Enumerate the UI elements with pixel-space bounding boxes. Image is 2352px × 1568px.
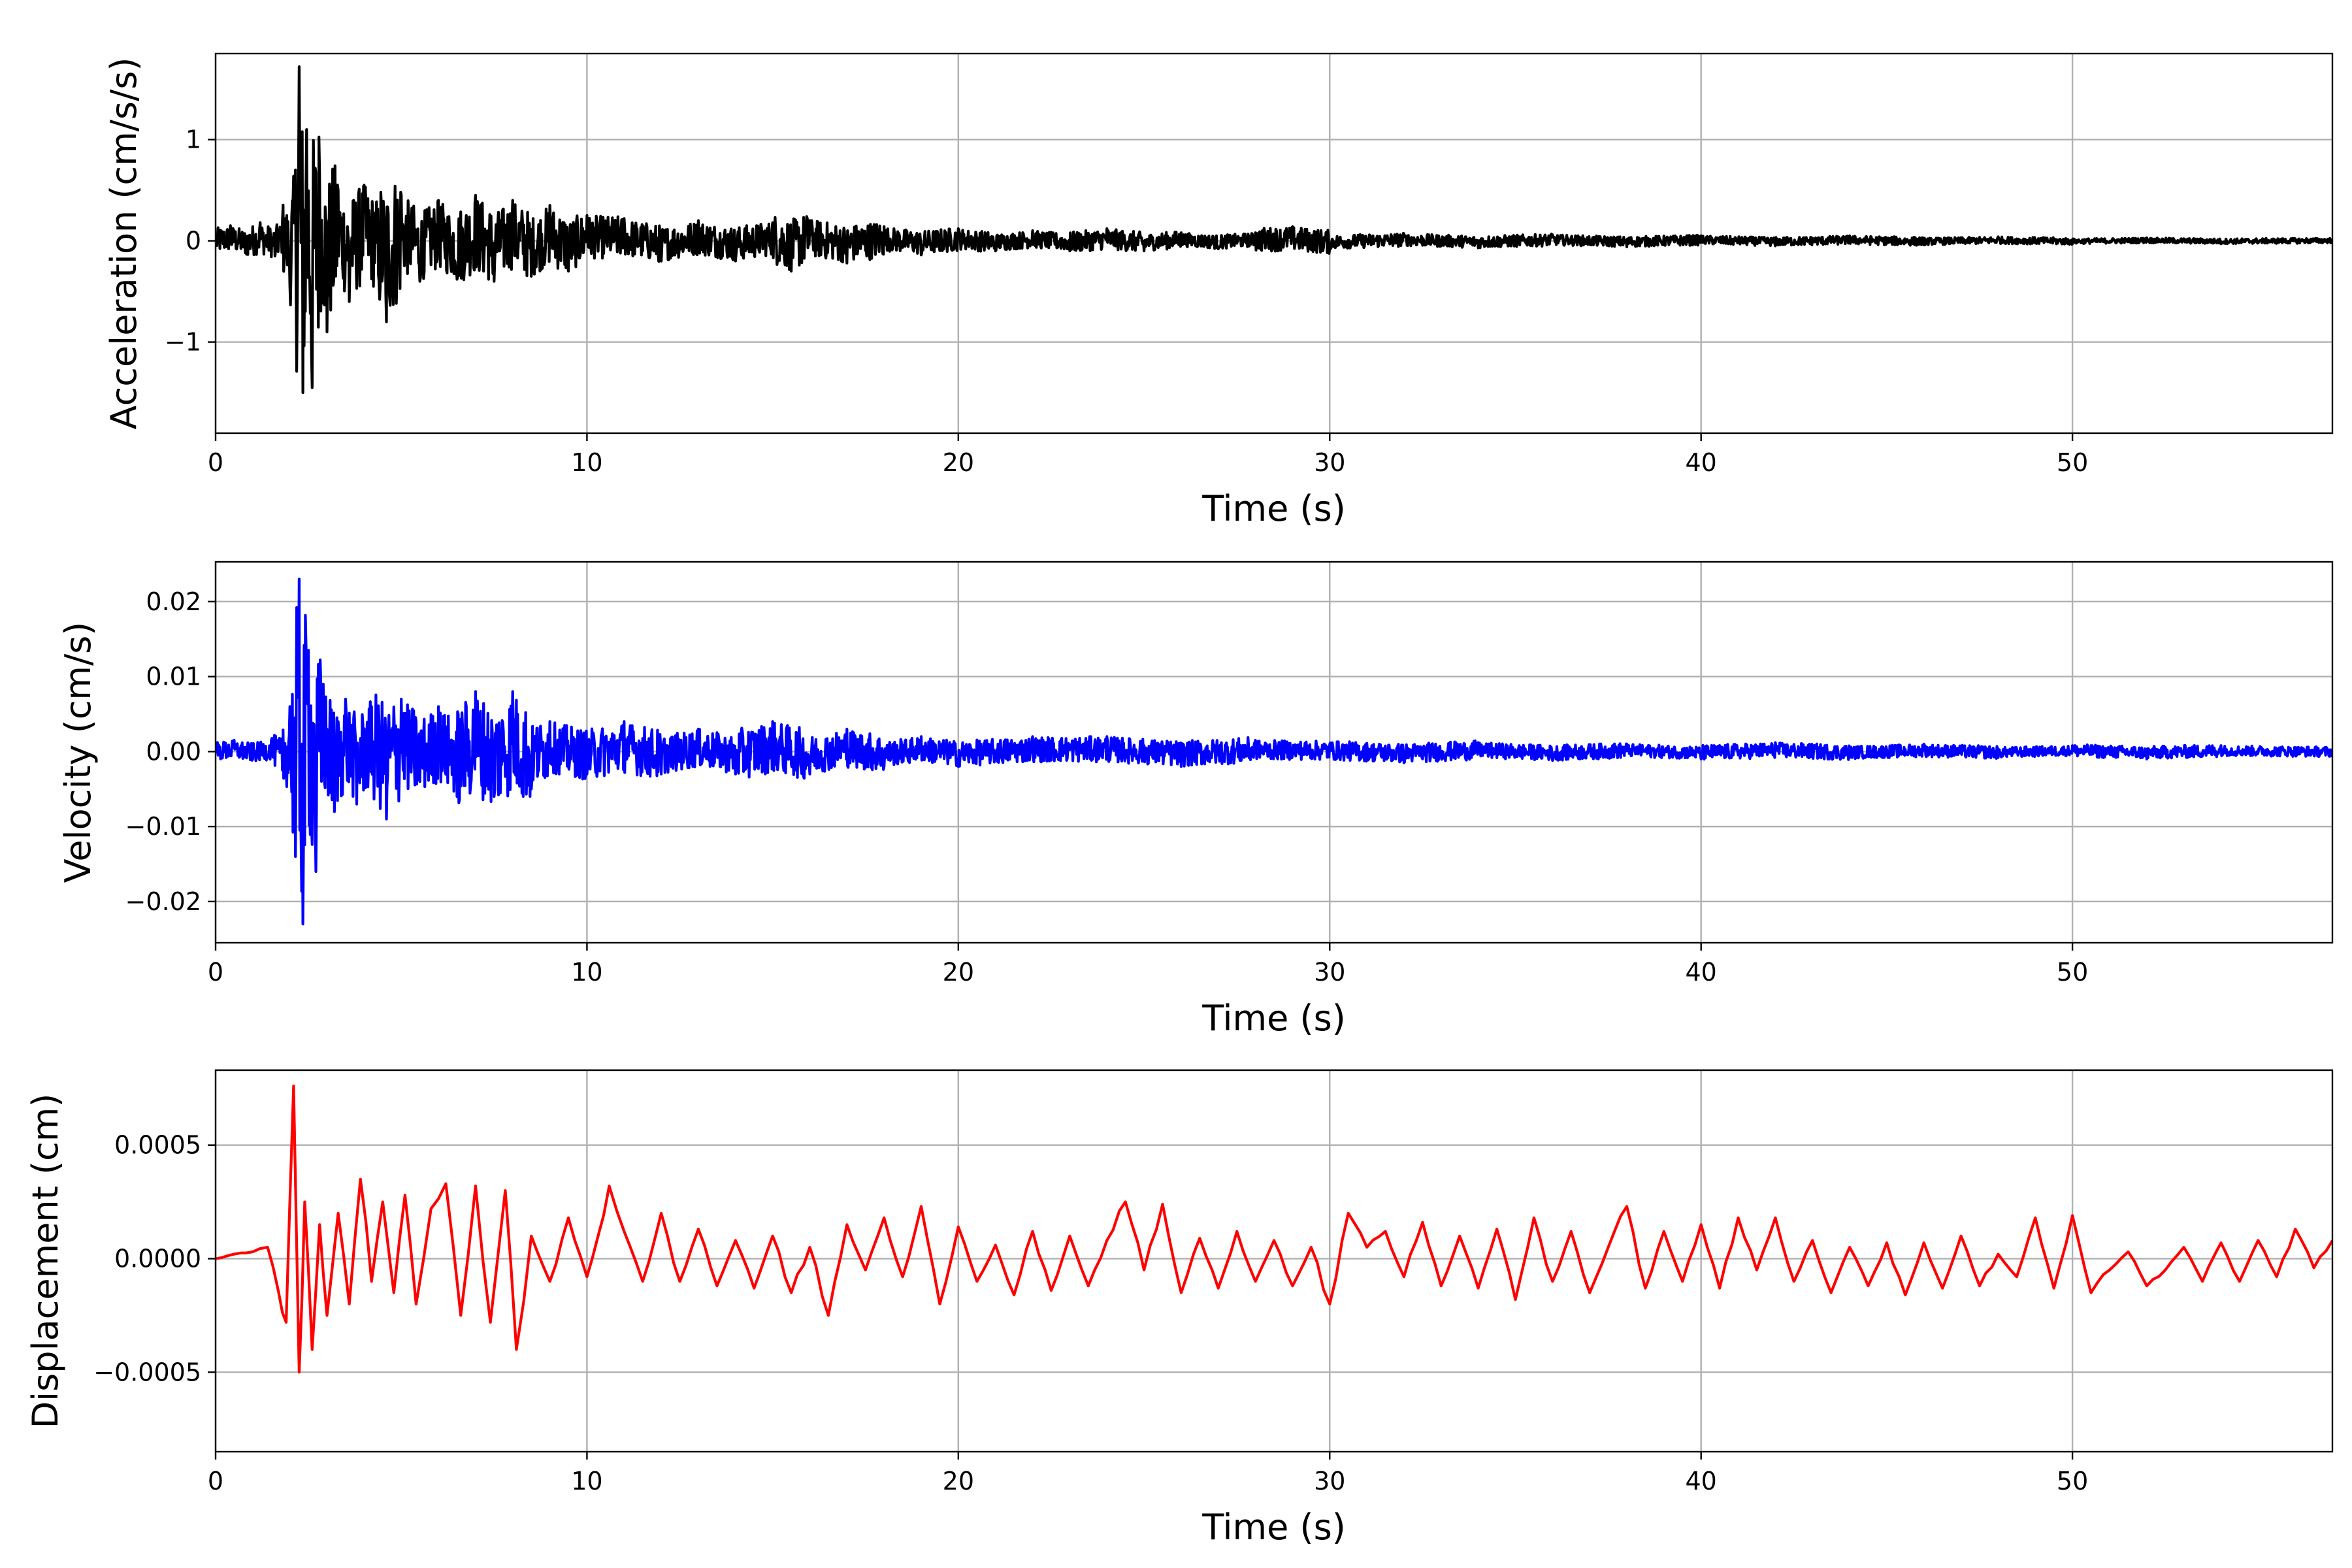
- displacement-axes-frame: [214, 1069, 2334, 1453]
- velocity-y-axis-label: Velocity (cm/s): [57, 622, 99, 883]
- x-tick-label: 40: [1686, 958, 1717, 987]
- y-tick-label: 0.00: [146, 737, 201, 766]
- y-tick-label: 0.01: [146, 662, 201, 691]
- velocity-series-line: [216, 578, 2332, 926]
- x-tick-label: 30: [1314, 448, 1345, 477]
- x-tick-label: 40: [1686, 448, 1717, 477]
- displacement-grid: [214, 1070, 2332, 1452]
- x-tick-label: 50: [2057, 448, 2088, 477]
- displacement-subplot: 0 10 20 30 40 50 −0.0005 0.0000 0.0005 Time (s) Di…: [25, 1069, 2334, 1548]
- y-tick-label: −1: [165, 328, 201, 357]
- x-tick-label: 0: [208, 1467, 223, 1495]
- x-tick-label: 10: [571, 448, 602, 477]
- displacement-y-axis-label: Displacement (cm): [25, 1094, 66, 1429]
- displacement-series-line: [216, 1085, 2332, 1374]
- y-tick-label: 0.0005: [114, 1131, 201, 1160]
- y-tick-label: 0.02: [146, 587, 201, 616]
- velocity-subplot: 0 10 20 30 40 50 −0.02 −0.01 0.00 0.01 0.02 Time (s…: [57, 561, 2334, 1039]
- displacement-x-axis-label: Time (s): [1201, 1507, 1346, 1548]
- x-tick-label: 40: [1686, 1467, 1717, 1495]
- y-tick-label: −0.01: [125, 812, 201, 841]
- x-tick-label: 30: [1314, 958, 1345, 987]
- x-tick-label: 0: [208, 448, 223, 477]
- y-tick-label: 1: [186, 125, 201, 154]
- y-tick-label: −0.0005: [93, 1358, 201, 1386]
- x-tick-label: 10: [571, 958, 602, 987]
- y-tick-label: −0.02: [125, 887, 201, 916]
- subplots: 0 10 20 30 40 50 −1 0 1 Time (s) Acceleration (cm/…: [25, 52, 2334, 1548]
- y-tick-label: 0.0000: [114, 1245, 201, 1273]
- y-tick-label: 0: [186, 227, 201, 255]
- x-tick-label: 50: [2057, 958, 2088, 987]
- acceleration-subplot: 0 10 20 30 40 50 −1 0 1 Time (s) Acceleration (cm/…: [103, 52, 2334, 529]
- x-tick-label: 30: [1314, 1467, 1345, 1495]
- acceleration-x-axis-label: Time (s): [1201, 488, 1346, 529]
- acceleration-y-axis-label: Acceleration (cm/s/s): [103, 57, 144, 430]
- x-tick-label: 20: [943, 448, 974, 477]
- velocity-x-axis-label: Time (s): [1201, 998, 1346, 1039]
- x-tick-label: 20: [943, 1467, 974, 1495]
- x-tick-label: 20: [943, 958, 974, 987]
- x-tick-label: 10: [571, 1467, 602, 1495]
- acceleration-series-line: [216, 65, 2332, 395]
- x-tick-label: 0: [208, 958, 223, 987]
- acceleration-axes-frame: [214, 52, 2334, 434]
- x-tick-label: 50: [2057, 1467, 2088, 1495]
